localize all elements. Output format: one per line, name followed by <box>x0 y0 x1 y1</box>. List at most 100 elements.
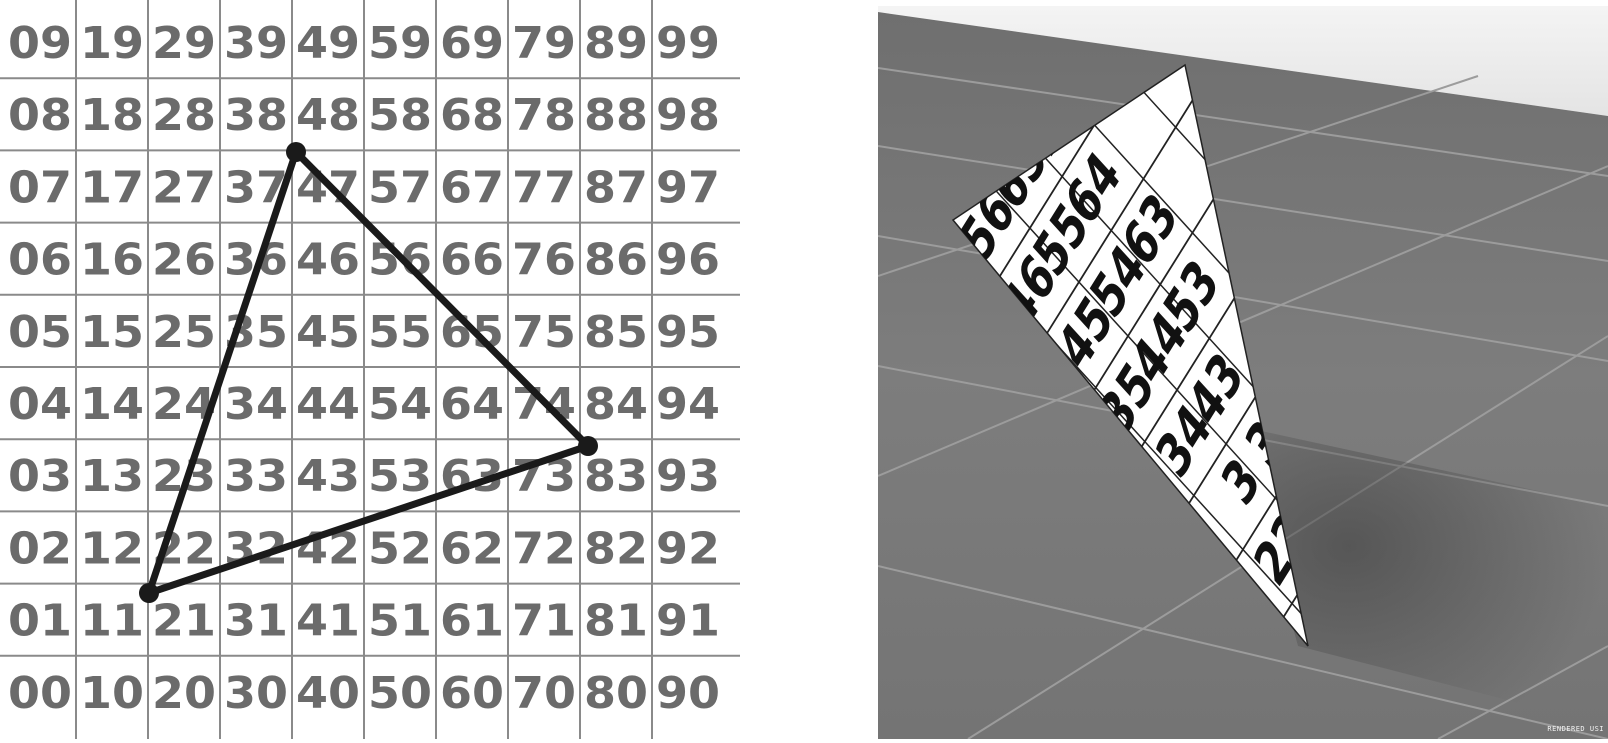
uv-cell-label: 98 <box>656 90 720 141</box>
uv-cell-label: 16 <box>80 235 144 286</box>
uv-cell-label: 86 <box>584 235 648 286</box>
uv-cell-label: 96 <box>656 235 720 286</box>
uv-cell-label: 05 <box>8 307 72 358</box>
uv-cell-label: 71 <box>512 596 576 647</box>
uv-cell-label: 09 <box>8 18 72 69</box>
uv-cell-label: 44 <box>296 379 360 430</box>
uv-cell-label: 25 <box>152 307 216 358</box>
uv-vertex-bottom-left <box>139 583 159 603</box>
uv-cell-label: 08 <box>8 90 72 141</box>
uv-cell-label: 62 <box>440 523 504 574</box>
uv-cell-label: 31 <box>224 596 288 647</box>
uv-cell-label: 81 <box>584 596 648 647</box>
uv-cell-label: 06 <box>8 235 72 286</box>
uv-cell-label: 40 <box>296 668 360 719</box>
uv-cell-label: 02 <box>8 523 72 574</box>
uv-cell-label: 00 <box>8 668 72 719</box>
uv-cell-label: 57 <box>368 162 432 213</box>
uv-cell-label: 03 <box>8 451 72 502</box>
uv-cell-label: 84 <box>584 379 648 430</box>
uv-vertex-right <box>578 436 598 456</box>
uv-cell-label: 21 <box>152 596 216 647</box>
uv-cell-label: 94 <box>656 379 720 430</box>
uv-cell-label: 14 <box>80 379 144 430</box>
background-wall <box>878 6 1608 116</box>
uv-cell-label: 26 <box>152 235 216 286</box>
uv-cell-label: 04 <box>8 379 72 430</box>
uv-cell-label: 92 <box>656 523 720 574</box>
uv-cell-label: 15 <box>80 307 144 358</box>
uv-cell-label: 34 <box>224 379 288 430</box>
uv-cell-label: 46 <box>296 235 360 286</box>
uv-cell-label: 20 <box>152 668 216 719</box>
triangle-shadow <box>1238 426 1608 726</box>
uv-cell-label: 45 <box>296 307 360 358</box>
uv-cell-label: 70 <box>512 668 576 719</box>
uv-cell-label: 67 <box>440 162 504 213</box>
uv-cell-label: 79 <box>512 18 576 69</box>
uv-grid-svg: 09 19 29 39 49 59 69 79 89 99 08 18 28 38 48 58 68 78 88 98… <box>0 0 740 739</box>
uv-cell-label: 38 <box>224 90 288 141</box>
uv-cell-label: 27 <box>152 162 216 213</box>
uv-cell-label: 12 <box>80 523 144 574</box>
uv-cell-label: 78 <box>512 90 576 141</box>
uv-cell-label: 69 <box>440 18 504 69</box>
uv-cell-label: 33 <box>224 451 288 502</box>
uv-cell-label: 10 <box>80 668 144 719</box>
uv-cell-label: 87 <box>584 162 648 213</box>
uv-cell-label: 11 <box>80 596 144 647</box>
uv-vertex-top <box>286 142 306 162</box>
uv-cell-label: 72 <box>512 523 576 574</box>
uv-grid-lines <box>0 0 740 739</box>
uv-cell-label: 89 <box>584 18 648 69</box>
uv-triangle <box>139 142 598 603</box>
uv-cell-label: 28 <box>152 90 216 141</box>
uv-cell-label: 59 <box>368 18 432 69</box>
uv-cell-label: 76 <box>512 235 576 286</box>
render-scene-svg: 4756657446556464554633544533443333222 <box>878 6 1608 739</box>
uv-cell-label: 52 <box>368 523 432 574</box>
uv-triangle-outline <box>145 148 592 597</box>
uv-cell-label: 75 <box>512 307 576 358</box>
uv-cell-label: 82 <box>584 523 648 574</box>
uv-texture-panel: 09 19 29 39 49 59 69 79 89 99 08 18 28 38 48 58 68 78 88 98… <box>0 0 740 739</box>
uv-cell-label: 77 <box>512 162 576 213</box>
uv-cell-label: 41 <box>296 596 360 647</box>
uv-cell-label: 50 <box>368 668 432 719</box>
uv-cell-label: 43 <box>296 451 360 502</box>
uv-cell-label: 85 <box>584 307 648 358</box>
uv-cell-label: 51 <box>368 596 432 647</box>
uv-cell-label: 58 <box>368 90 432 141</box>
uv-cell-label: 95 <box>656 307 720 358</box>
uv-cell-label: 61 <box>440 596 504 647</box>
uv-cell-label: 99 <box>656 18 720 69</box>
uv-cell-label: 19 <box>80 18 144 69</box>
uv-cell-label: 80 <box>584 668 648 719</box>
uv-cell-label: 54 <box>368 379 432 430</box>
uv-cell-label: 13 <box>80 451 144 502</box>
uv-cell-label: 68 <box>440 90 504 141</box>
uv-cell-label: 48 <box>296 90 360 141</box>
uv-cell-label: 91 <box>656 596 720 647</box>
uv-cell-label: 60 <box>440 668 504 719</box>
uv-cell-label: 01 <box>8 596 72 647</box>
uv-cell-label: 18 <box>80 90 144 141</box>
uv-cell-label: 55 <box>368 307 432 358</box>
uv-cell-label: 83 <box>584 451 648 502</box>
uv-cell-label: 17 <box>80 162 144 213</box>
uv-cell-label: 30 <box>224 668 288 719</box>
uv-cell-label: 97 <box>656 162 720 213</box>
uv-cell-label: 66 <box>440 235 504 286</box>
render-caption: RENDERED USI <box>1547 725 1604 733</box>
uv-cell-label: 29 <box>152 18 216 69</box>
uv-cell-label: 64 <box>440 379 504 430</box>
uv-cell-label: 93 <box>656 451 720 502</box>
texture-grid-line <box>1109 232 1308 646</box>
uv-cell-label: 39 <box>224 18 288 69</box>
uv-grid-numbers: 09 19 29 39 49 59 69 79 89 99 08 18 28 38 48 58 68 78 88 98… <box>8 18 720 719</box>
uv-cell-label: 88 <box>584 90 648 141</box>
uv-cell-label: 53 <box>368 451 432 502</box>
uv-cell-label: 90 <box>656 668 720 719</box>
texture-grid-line <box>953 65 1308 511</box>
uv-cell-label: 07 <box>8 162 72 213</box>
